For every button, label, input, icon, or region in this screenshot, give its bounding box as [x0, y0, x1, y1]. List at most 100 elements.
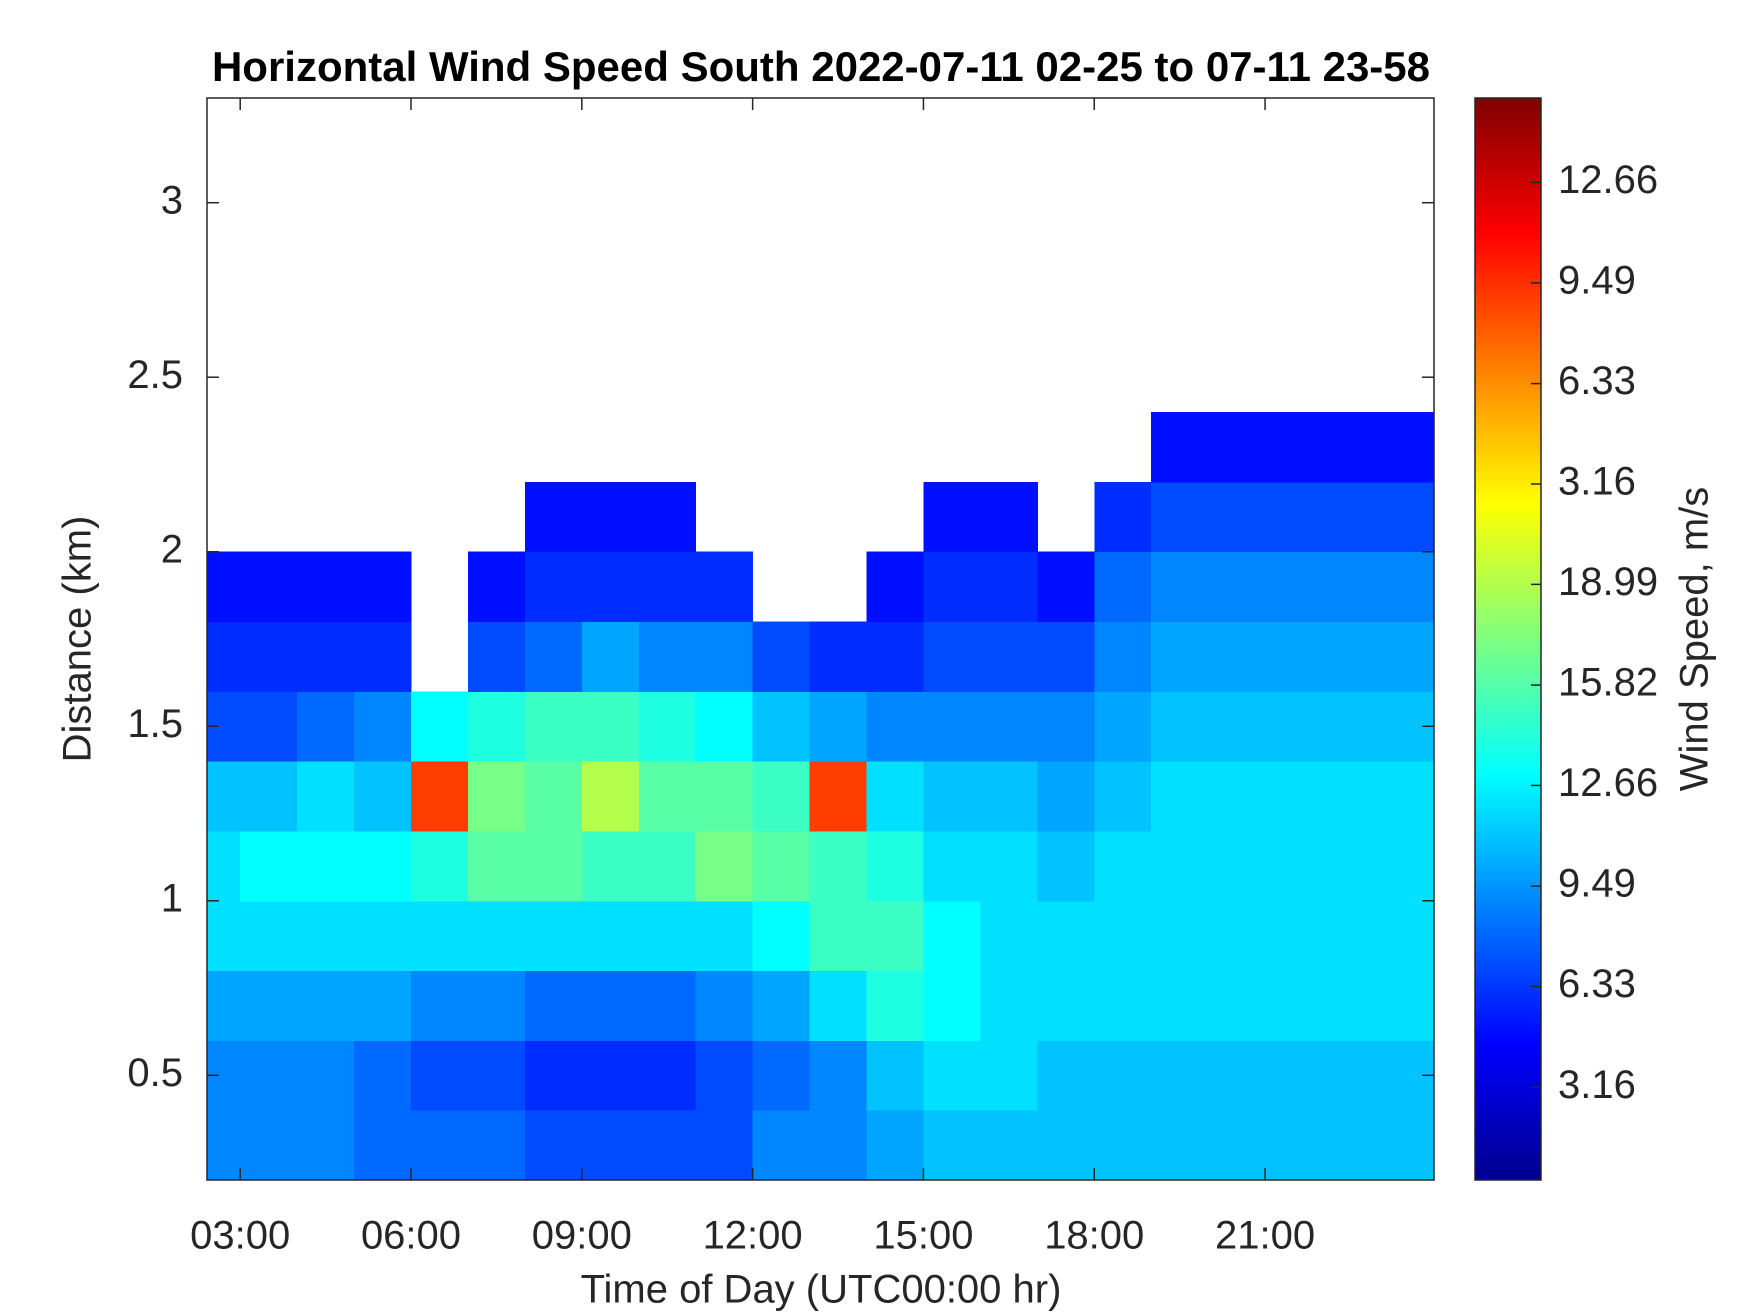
heat-cell — [1094, 691, 1152, 762]
y-tick-label: 0.5 — [127, 1051, 183, 1095]
heat-cell — [1265, 761, 1323, 832]
heat-cell — [866, 1040, 924, 1111]
heat-cell — [524, 970, 583, 1041]
heat-cell — [207, 900, 241, 972]
heat-cell — [1265, 900, 1323, 972]
heat-cell — [467, 621, 526, 692]
heat-cell — [638, 551, 697, 623]
heat-cell — [1094, 1040, 1152, 1111]
heat-cell — [980, 481, 1038, 553]
heat-cell — [240, 830, 298, 902]
heat-cell — [980, 1040, 1038, 1111]
heat-cell — [297, 830, 355, 902]
heat-cell — [1265, 970, 1323, 1041]
heat-cell — [638, 970, 697, 1041]
heatmap — [207, 412, 1435, 1181]
heat-cell — [297, 551, 355, 623]
heat-cell — [524, 691, 583, 762]
heat-cell — [1378, 551, 1435, 623]
heat-cell — [695, 621, 754, 692]
heat-cell — [354, 830, 412, 902]
heat-cell — [581, 970, 640, 1041]
heat-cell — [207, 761, 241, 832]
colorbar — [1474, 97, 1542, 1181]
heat-cell — [1094, 900, 1152, 972]
heat-cell — [866, 691, 924, 762]
heat-cell — [809, 970, 868, 1041]
heat-cell — [207, 970, 241, 1041]
heat-cell — [1265, 691, 1323, 762]
heat-cell — [1378, 970, 1435, 1041]
heat-cell — [866, 1110, 924, 1181]
heat-cell — [1265, 481, 1323, 553]
heat-cell — [524, 900, 583, 972]
heat-cell — [411, 900, 469, 972]
heat-cell — [411, 1110, 469, 1181]
colorbar-tick-label: 6.33 — [1558, 962, 1636, 1006]
heat-cell — [207, 621, 241, 692]
heat-cell — [809, 830, 868, 902]
heat-cell — [980, 1110, 1038, 1181]
heat-cell — [411, 970, 469, 1041]
heat-cell — [809, 1040, 868, 1111]
colorbar-tick-label: 3.16 — [1558, 460, 1636, 504]
heat-cell — [638, 691, 697, 762]
heat-cell — [1094, 830, 1152, 902]
heat-cell — [1208, 830, 1266, 902]
heat-cell — [240, 900, 298, 972]
heat-cell — [1378, 412, 1435, 483]
heat-cell — [411, 830, 469, 902]
heat-cell — [1322, 830, 1380, 902]
heat-cell — [354, 1040, 412, 1111]
heat-cell — [354, 900, 412, 972]
heat-cell — [581, 900, 640, 972]
heat-cell — [581, 691, 640, 762]
heat-cell — [980, 761, 1038, 832]
colorbar-tick-label: 9.49 — [1558, 258, 1636, 302]
heat-cell — [1151, 1040, 1209, 1111]
heat-cell — [980, 900, 1038, 972]
y-axis-label: Distance (km) — [56, 516, 100, 763]
x-tick-label: 06:00 — [361, 1214, 461, 1258]
heat-cell — [1208, 900, 1266, 972]
heat-cell — [923, 830, 981, 902]
x-tick-label: 09:00 — [532, 1214, 632, 1258]
heat-cell — [923, 1040, 981, 1111]
heat-cell — [1208, 481, 1266, 553]
heat-cell — [1265, 551, 1323, 623]
y-tick-label: 2 — [161, 527, 183, 571]
colorbar-tick-label: 18.99 — [1558, 560, 1658, 604]
heat-cell — [1151, 412, 1209, 483]
heat-cell — [695, 761, 754, 832]
heat-cell — [923, 621, 981, 692]
heat-cell — [923, 970, 981, 1041]
heat-cell — [297, 900, 355, 972]
heat-cell — [297, 761, 355, 832]
heat-cell — [752, 900, 811, 972]
heat-cell — [1322, 1040, 1380, 1111]
heat-cell — [752, 970, 811, 1041]
heat-cell — [866, 621, 924, 692]
heat-cell — [1208, 412, 1266, 483]
heat-cell — [1265, 621, 1323, 692]
heat-cell — [354, 970, 412, 1041]
heat-cell — [1037, 830, 1095, 902]
heat-cell — [866, 830, 924, 902]
heat-cell — [1265, 1040, 1323, 1111]
heat-cell — [411, 761, 469, 832]
heat-cell — [809, 900, 868, 972]
heat-cell — [240, 621, 298, 692]
x-tick-label: 03:00 — [190, 1214, 290, 1258]
x-tick-label: 12:00 — [703, 1214, 803, 1258]
heat-cell — [1094, 551, 1152, 623]
heat-cell — [1151, 1110, 1209, 1181]
heat-cell — [524, 761, 583, 832]
heat-cell — [524, 551, 583, 623]
heat-cell — [866, 761, 924, 832]
heat-cell — [1208, 1110, 1266, 1181]
heat-cell — [695, 830, 754, 902]
heat-cell — [638, 1040, 697, 1111]
heat-cell — [923, 551, 981, 623]
heat-cell — [581, 761, 640, 832]
